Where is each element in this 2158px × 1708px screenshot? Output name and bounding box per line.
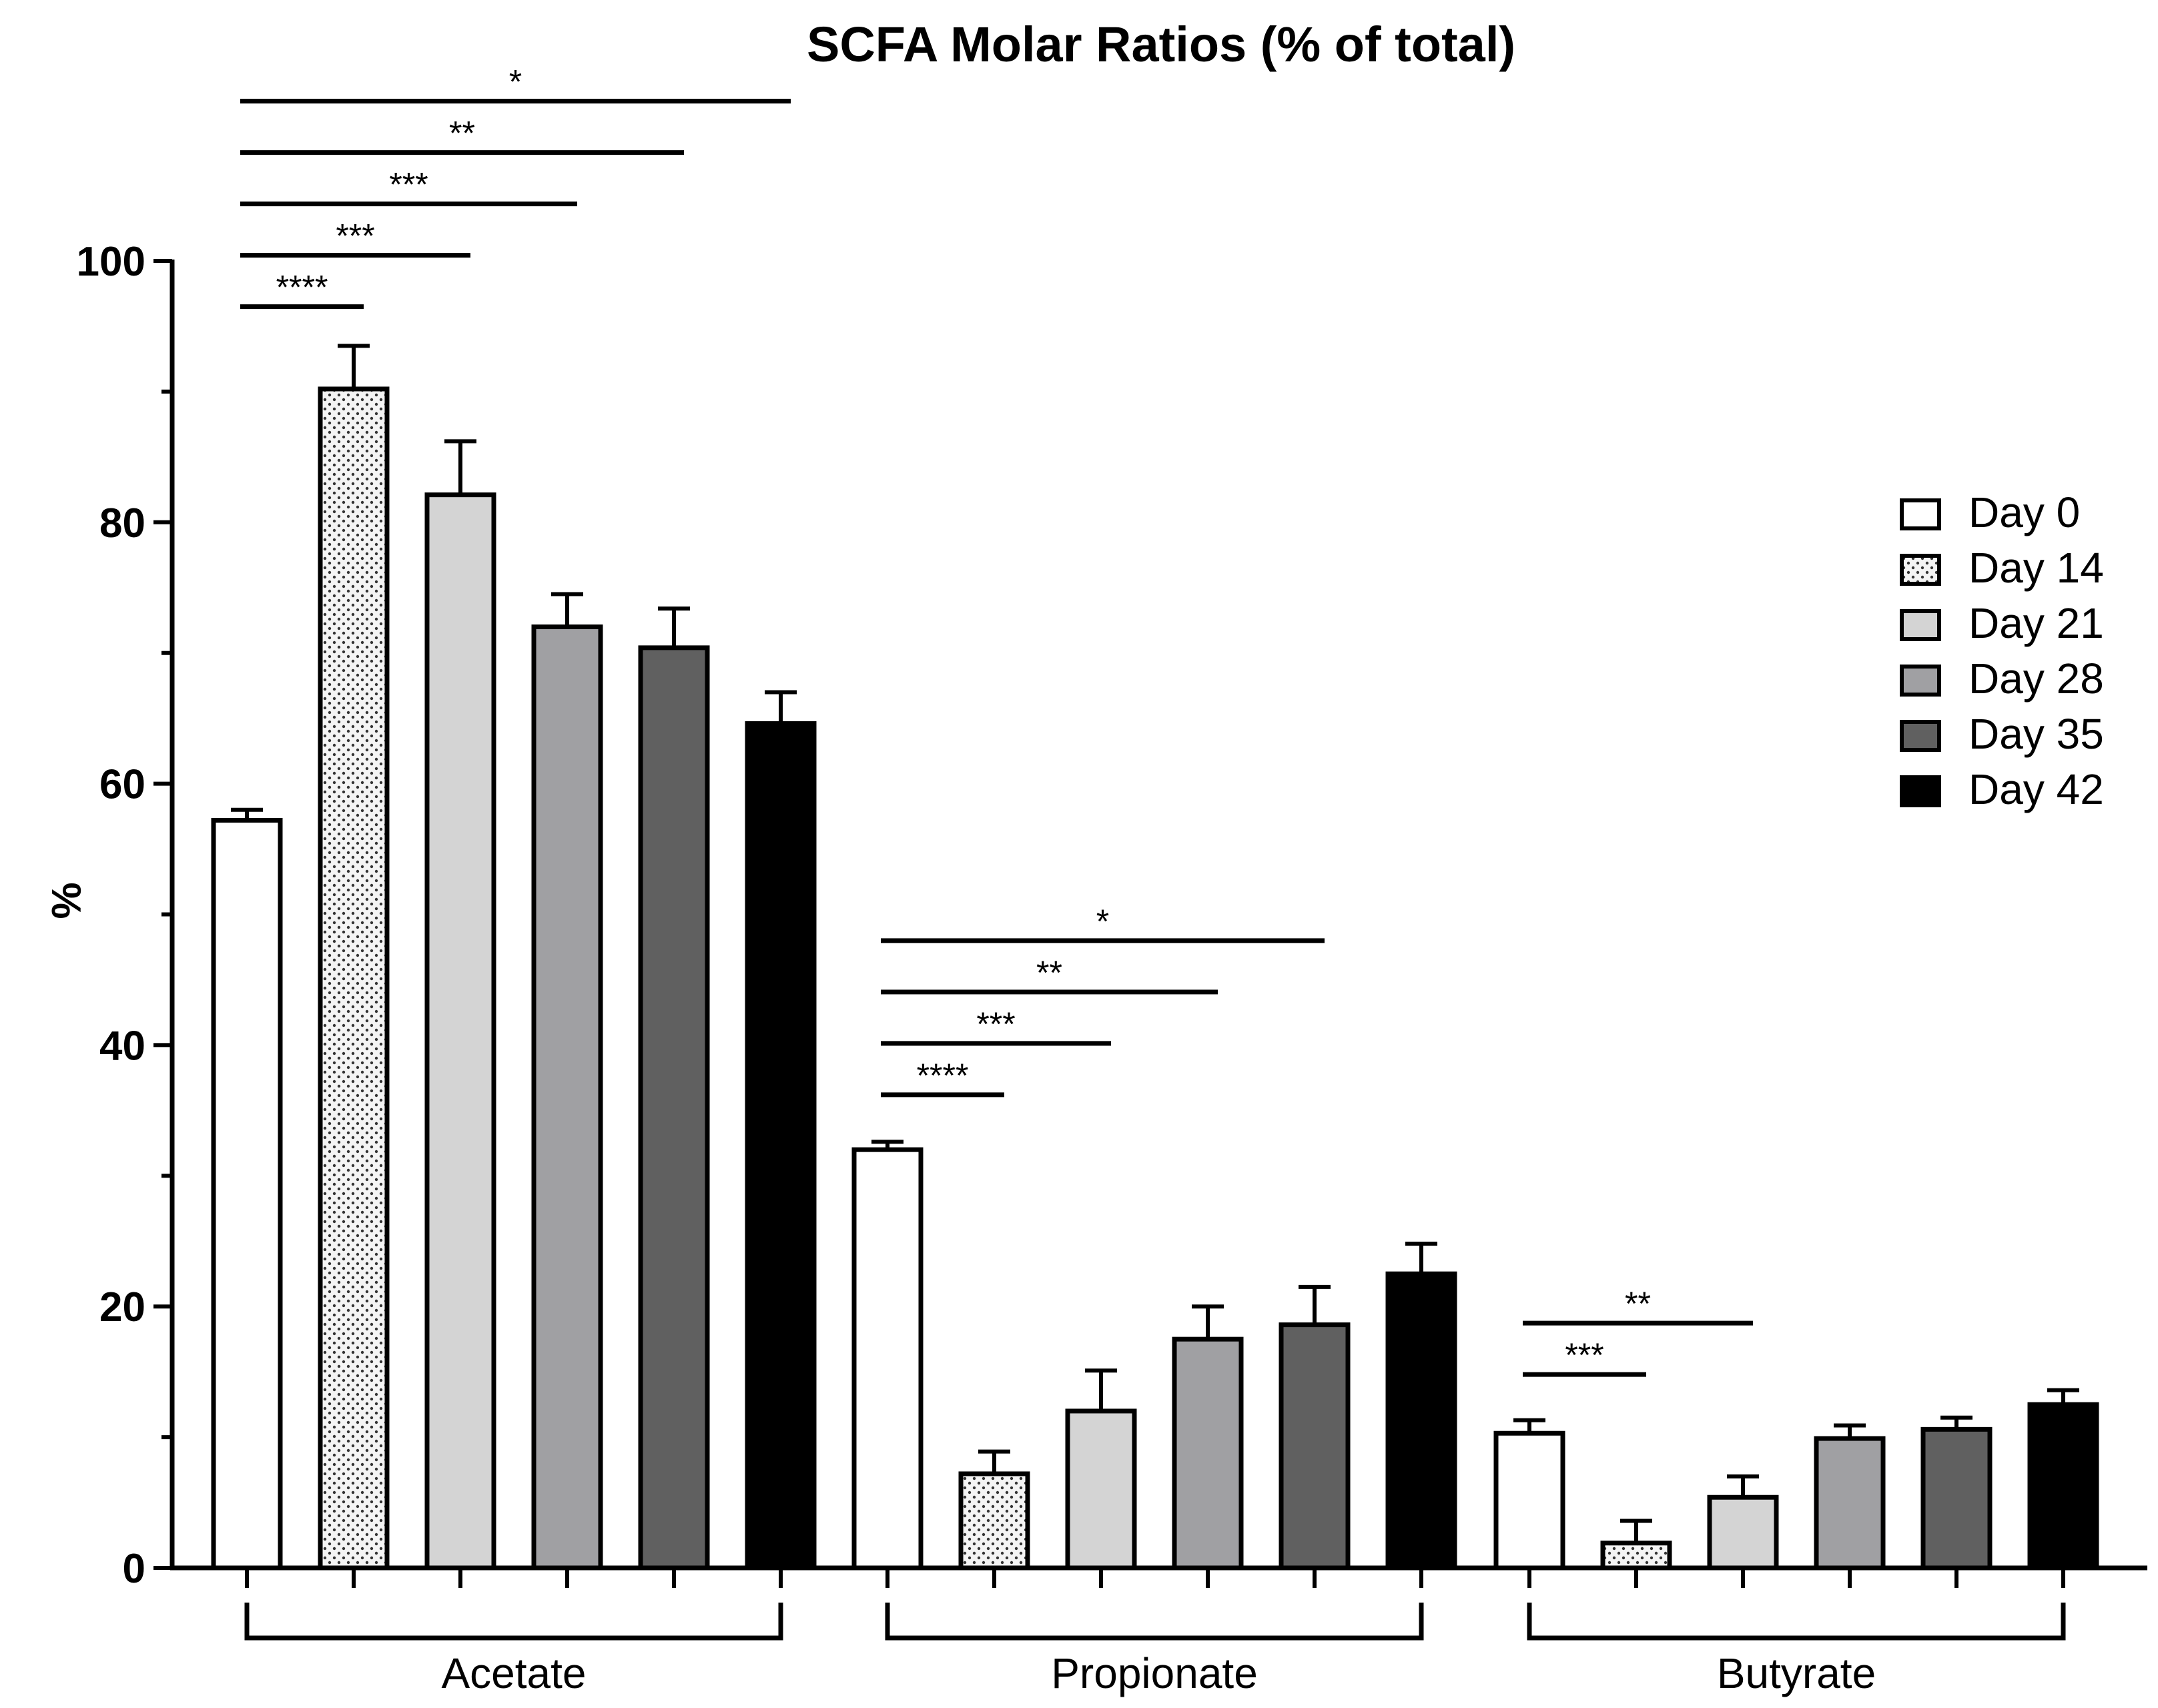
group-label: Acetate [441, 1649, 586, 1697]
legend-swatch [1900, 665, 1941, 697]
significance-label: *** [976, 1005, 1015, 1043]
significance-label: *** [336, 218, 374, 255]
bar [1065, 1408, 1137, 1571]
bar [1385, 1271, 1457, 1571]
legend-label: Day 35 [1968, 710, 2104, 758]
group-bracket [244, 1603, 783, 1641]
legend-swatch [1900, 775, 1941, 807]
legend-swatch [1900, 498, 1941, 530]
group-label: Propionate [1051, 1649, 1258, 1697]
bar [745, 721, 817, 1571]
bar [2027, 1402, 2099, 1571]
legend-label: Day 14 [1968, 544, 2104, 592]
significance-label: **** [276, 269, 328, 306]
bar [1172, 1336, 1244, 1571]
y-tick-label: 0 [123, 1546, 145, 1592]
bar [1814, 1436, 1886, 1571]
y-axis-label: % [43, 882, 89, 919]
bar [851, 1147, 924, 1571]
group-bracket [885, 1603, 1424, 1641]
bar [958, 1471, 1030, 1571]
significance-label: *** [1565, 1336, 1603, 1374]
group-bracket [1527, 1603, 2066, 1641]
legend-label: Day 21 [1968, 599, 2104, 647]
legend-label: Day 42 [1968, 765, 2104, 813]
y-tick-label: 20 [99, 1284, 145, 1330]
group-label: Butyrate [1717, 1649, 1876, 1697]
significance-label: * [509, 63, 522, 101]
bar [1600, 1541, 1672, 1571]
chart-title: SCFA Molar Ratios (% of total) [807, 17, 1515, 72]
bar [1920, 1426, 1993, 1571]
legend-swatch [1900, 554, 1941, 586]
legend-label: Day 0 [1968, 488, 2080, 536]
bar [1279, 1322, 1351, 1571]
significance-label: *** [389, 166, 428, 203]
significance-label: * [1096, 903, 1109, 940]
y-tick-label: 60 [99, 762, 145, 808]
bar [1707, 1494, 1779, 1571]
significance-label: ** [1036, 954, 1062, 991]
legend-swatch [1900, 720, 1941, 752]
significance-label: ** [449, 115, 475, 152]
bar [424, 492, 496, 1571]
y-tick-label: 80 [99, 500, 145, 546]
bar [638, 645, 710, 1571]
bar [211, 817, 283, 1571]
bar [318, 386, 390, 1571]
bar [1493, 1430, 1565, 1571]
y-tick-label: 100 [77, 239, 145, 285]
significance-label: **** [917, 1057, 969, 1094]
legend-label: Day 28 [1968, 655, 2104, 703]
bar [531, 624, 603, 1571]
y-tick-label: 40 [99, 1023, 145, 1069]
significance-label: ** [1625, 1285, 1651, 1322]
legend-swatch [1900, 609, 1941, 641]
